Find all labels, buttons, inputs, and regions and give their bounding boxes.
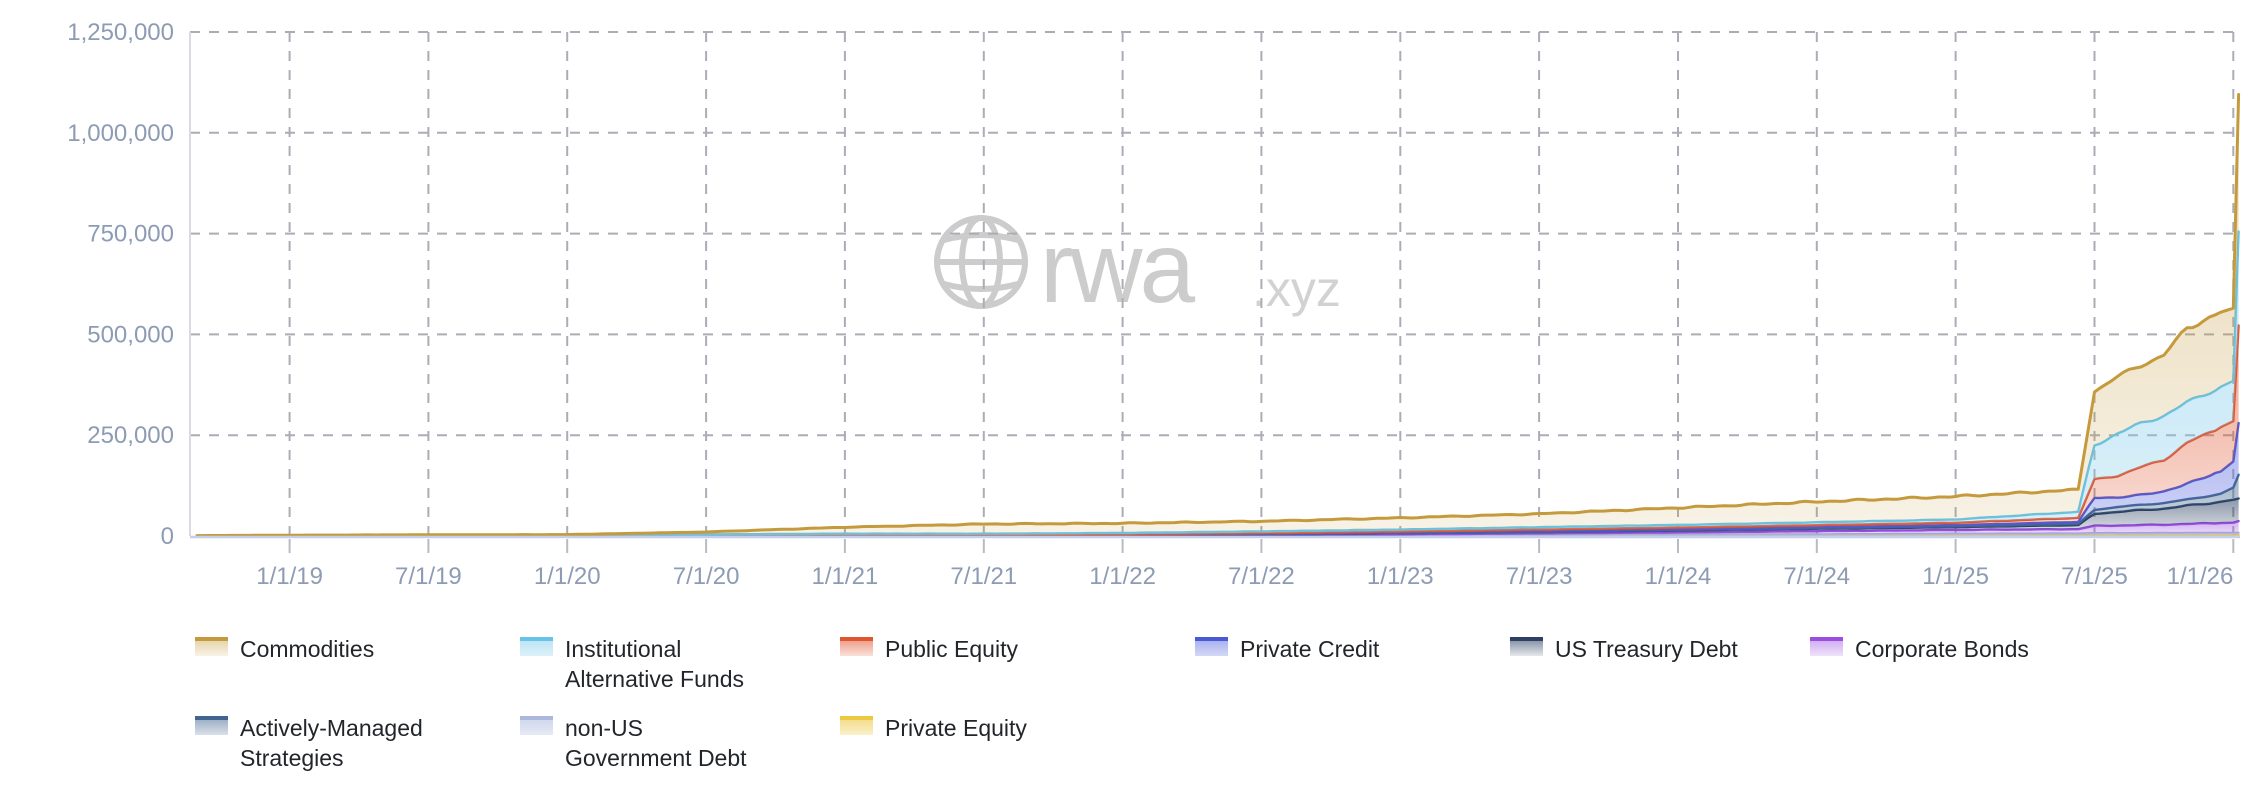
legend-item-institutional-alternative-funds[interactable]: Institutional Alternative Funds xyxy=(520,634,840,695)
y-axis-label-750-000: 750,000 xyxy=(87,221,174,248)
legend-item-commodities[interactable]: Commodities xyxy=(195,634,520,695)
legend-swatch-institutional-alternative-funds xyxy=(520,637,553,656)
legend-swatch-private-equity xyxy=(840,715,873,735)
plot-area[interactable] xyxy=(190,32,2240,536)
legend-label-private-equity: Private Equity xyxy=(885,714,1027,741)
legend-label-non-us-government-debt: non-US Government Debt xyxy=(565,714,747,772)
legend-label-commodities: Commodities xyxy=(240,636,375,662)
globe-icon xyxy=(934,215,1028,309)
legend-swatch-corporate-bonds xyxy=(1810,637,1843,656)
x-axis-label-7-1-19: 7/1/19 xyxy=(395,563,462,590)
legend-label-corporate-bonds: Corporate Bonds xyxy=(1855,636,2029,662)
legend-item-corporate-bonds[interactable]: Corporate Bonds xyxy=(1810,634,2215,695)
watermark-tld: .xyz xyxy=(1252,261,1341,317)
x-axis-label-1-1-25: 1/1/25 xyxy=(1922,563,1989,590)
legend-label-private-credit: Private Credit xyxy=(1240,636,1380,662)
y-axis-label-250-000: 250,000 xyxy=(87,422,174,449)
x-axis-label-7-1-22: 7/1/22 xyxy=(1228,563,1295,590)
legend-swatch-public-equity xyxy=(840,637,873,656)
x-axis-label-7-1-21: 7/1/21 xyxy=(950,563,1017,590)
x-axis-label-1-1-21: 1/1/21 xyxy=(812,563,879,590)
legend-swatch-actively-managed-strategies xyxy=(195,715,228,735)
legend-swatch-private-credit xyxy=(1195,637,1228,656)
x-axis-label-1-1-20: 1/1/20 xyxy=(534,563,601,590)
legend-item-private-credit[interactable]: Private Credit xyxy=(1195,634,1510,695)
x-axis-label-7-1-20: 7/1/20 xyxy=(673,563,740,590)
legend-label-institutional-alternative-funds: Institutional Alternative Funds xyxy=(565,636,744,693)
legend-item-us-treasury-debt[interactable]: US Treasury Debt xyxy=(1510,634,1810,695)
x-axis-label-7-1-24: 7/1/24 xyxy=(1783,563,1850,590)
series-areas xyxy=(195,93,2241,538)
line-commodities xyxy=(195,93,2241,538)
watermark: rwa .xyz xyxy=(934,212,1341,324)
x-axis-label-1-1-23: 1/1/23 xyxy=(1367,563,1434,590)
chart-legend: Commodities Institutional Alternative Fund… xyxy=(195,634,2215,773)
axes: 1/1/19 7/1/19 1/1/20 7/1/20 1/1/21 7/1/21 1/1/… xyxy=(67,19,2240,590)
y-axis-label-1-000-000: 1,000,000 xyxy=(67,120,174,147)
x-axis-label-1-1-26: 1/1/26 xyxy=(2167,563,2234,590)
x-axis-label-7-1-23: 7/1/23 xyxy=(1506,563,1573,590)
legend-item-public-equity[interactable]: Public Equity xyxy=(840,634,1195,695)
legend-label-us-treasury-debt: US Treasury Debt xyxy=(1555,636,1738,662)
legend-swatch-us-treasury-debt xyxy=(1510,637,1543,656)
x-axis-label-7-1-25: 7/1/25 xyxy=(2061,563,2128,590)
legend-item-non-us-government-debt[interactable]: non-US Government Debt xyxy=(520,713,840,774)
x-axis-label-1-1-19: 1/1/19 xyxy=(256,563,323,590)
x-axis-label-1-1-22: 1/1/22 xyxy=(1089,563,1156,590)
legend-label-actively-managed-strategies: Actively-Managed Strategies xyxy=(240,714,423,772)
watermark-brand: rwa xyxy=(1040,212,1196,324)
y-axis-label-1-250-000: 1,250,000 xyxy=(67,19,174,46)
legend-item-actively-managed-strategies[interactable]: Actively-Managed Strategies xyxy=(195,713,520,774)
y-axis-label-0: 0 xyxy=(161,523,174,550)
legend-item-private-equity[interactable]: Private Equity xyxy=(840,713,1195,774)
legend-label-public-equity: Public Equity xyxy=(885,636,1018,662)
legend-swatch-non-us-government-debt xyxy=(520,715,553,735)
y-axis-label-500-000: 500,000 xyxy=(87,321,174,348)
legend-swatch-commodities xyxy=(195,637,228,656)
x-axis-label-1-1-24: 1/1/24 xyxy=(1645,563,1712,590)
